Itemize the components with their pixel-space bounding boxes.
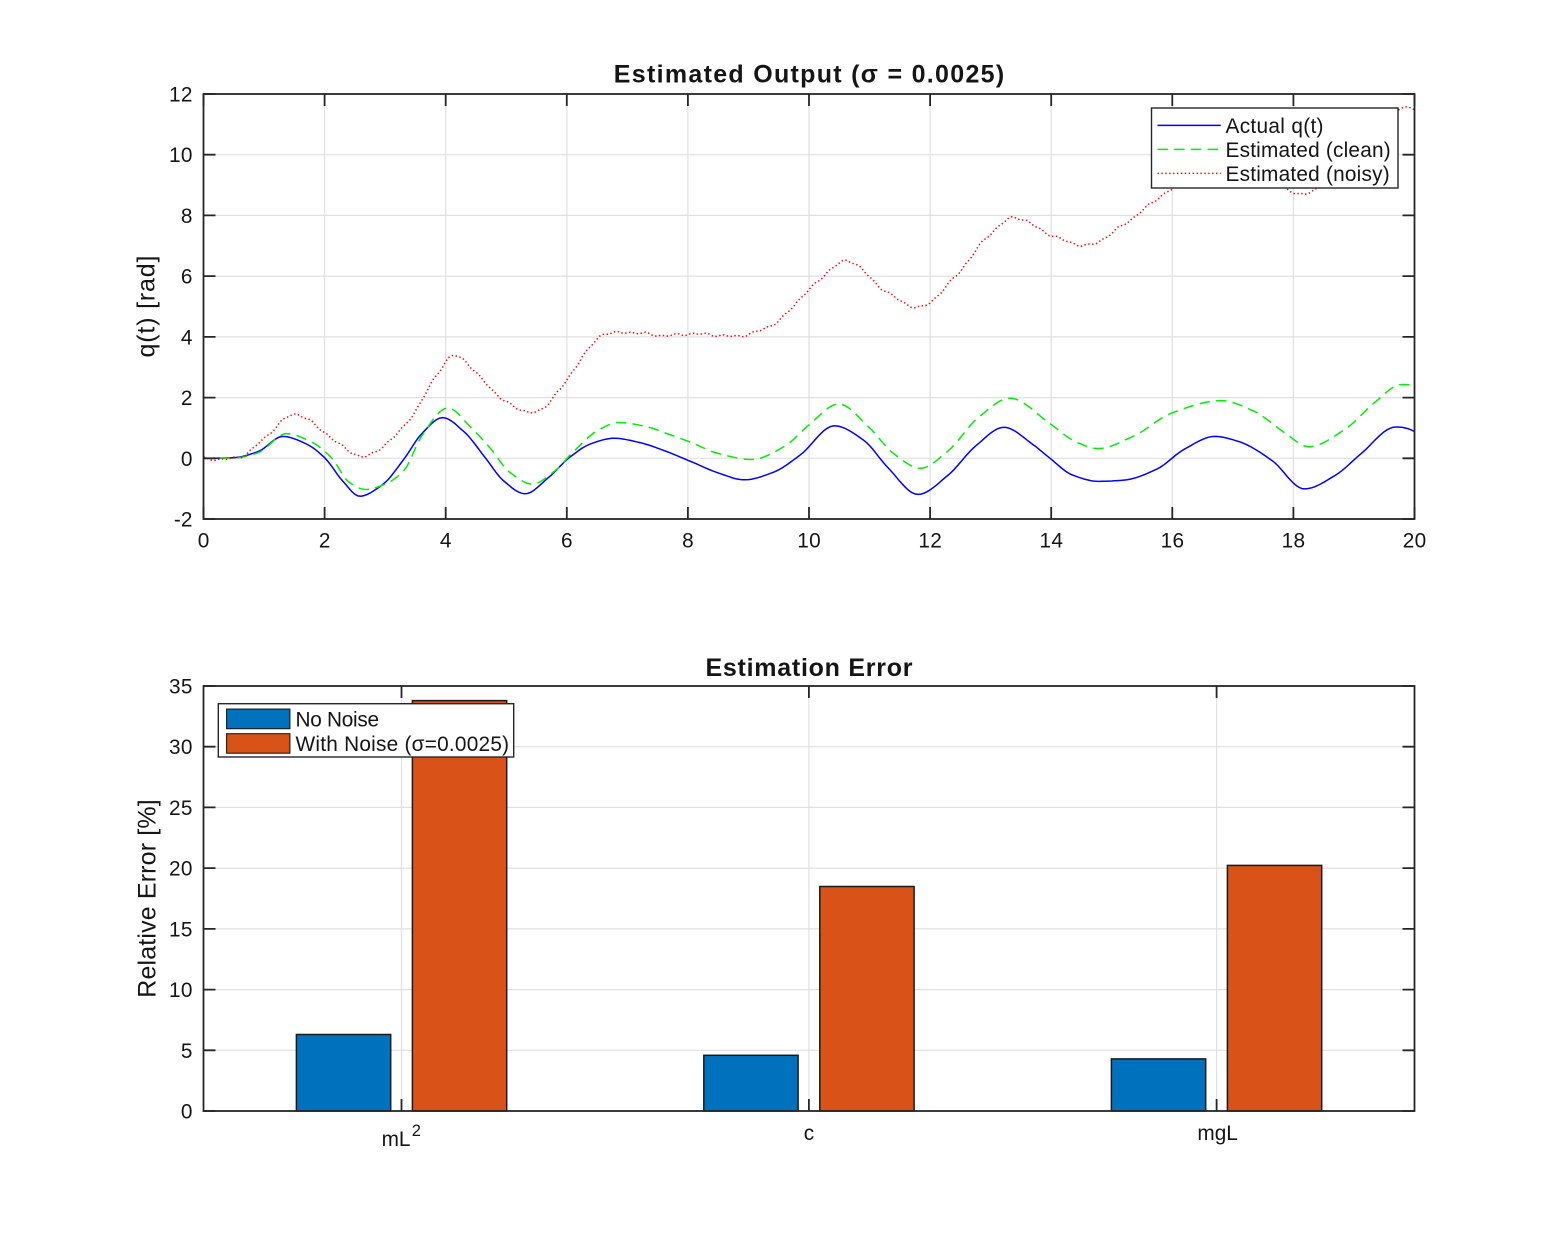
svg-text:18: 18 xyxy=(1282,530,1306,553)
svg-text:Actual q(t): Actual q(t) xyxy=(1226,115,1324,138)
svg-text:12: 12 xyxy=(169,84,193,107)
svg-text:-2: -2 xyxy=(174,509,193,532)
svg-text:mL: mL xyxy=(382,1128,411,1151)
svg-text:25: 25 xyxy=(169,797,193,820)
svg-text:c: c xyxy=(804,1122,814,1145)
svg-text:0: 0 xyxy=(181,448,193,471)
svg-text:10: 10 xyxy=(169,144,193,167)
svg-text:16: 16 xyxy=(1161,530,1185,553)
svg-text:0: 0 xyxy=(198,530,210,553)
svg-text:30: 30 xyxy=(169,736,193,759)
svg-text:Estimated Output (σ = 0.0025): Estimated Output (σ = 0.0025) xyxy=(614,61,1006,89)
svg-text:20: 20 xyxy=(169,858,193,881)
svg-text:6: 6 xyxy=(561,530,573,553)
svg-text:10: 10 xyxy=(169,979,193,1002)
svg-text:4: 4 xyxy=(181,326,193,349)
svg-text:14: 14 xyxy=(1039,530,1063,553)
svg-text:No Noise: No Noise xyxy=(296,708,379,731)
svg-text:2: 2 xyxy=(181,387,193,410)
svg-text:8: 8 xyxy=(181,205,193,228)
svg-text:2: 2 xyxy=(412,1122,421,1140)
svg-text:15: 15 xyxy=(169,918,193,941)
svg-text:4: 4 xyxy=(440,530,452,553)
svg-text:2: 2 xyxy=(319,530,331,553)
svg-text:8: 8 xyxy=(682,530,694,553)
svg-text:12: 12 xyxy=(918,530,942,553)
svg-text:5: 5 xyxy=(181,1040,193,1063)
svg-text:6: 6 xyxy=(181,266,193,289)
svg-text:20: 20 xyxy=(1403,530,1427,553)
svg-text:Estimated (noisy): Estimated (noisy) xyxy=(1226,163,1390,186)
svg-text:Relative Error [%]: Relative Error [%] xyxy=(134,799,162,998)
svg-text:0: 0 xyxy=(181,1101,193,1124)
svg-text:q(t) [rad]: q(t) [rad] xyxy=(133,255,161,358)
svg-text:Estimation Error: Estimation Error xyxy=(706,654,914,682)
svg-text:With Noise (σ=0.0025): With Noise (σ=0.0025) xyxy=(296,733,510,756)
svg-text:mgL: mgL xyxy=(1197,1122,1238,1145)
svg-text:35: 35 xyxy=(169,676,193,699)
svg-text:Estimated (clean): Estimated (clean) xyxy=(1226,139,1391,162)
svg-text:10: 10 xyxy=(797,530,821,553)
